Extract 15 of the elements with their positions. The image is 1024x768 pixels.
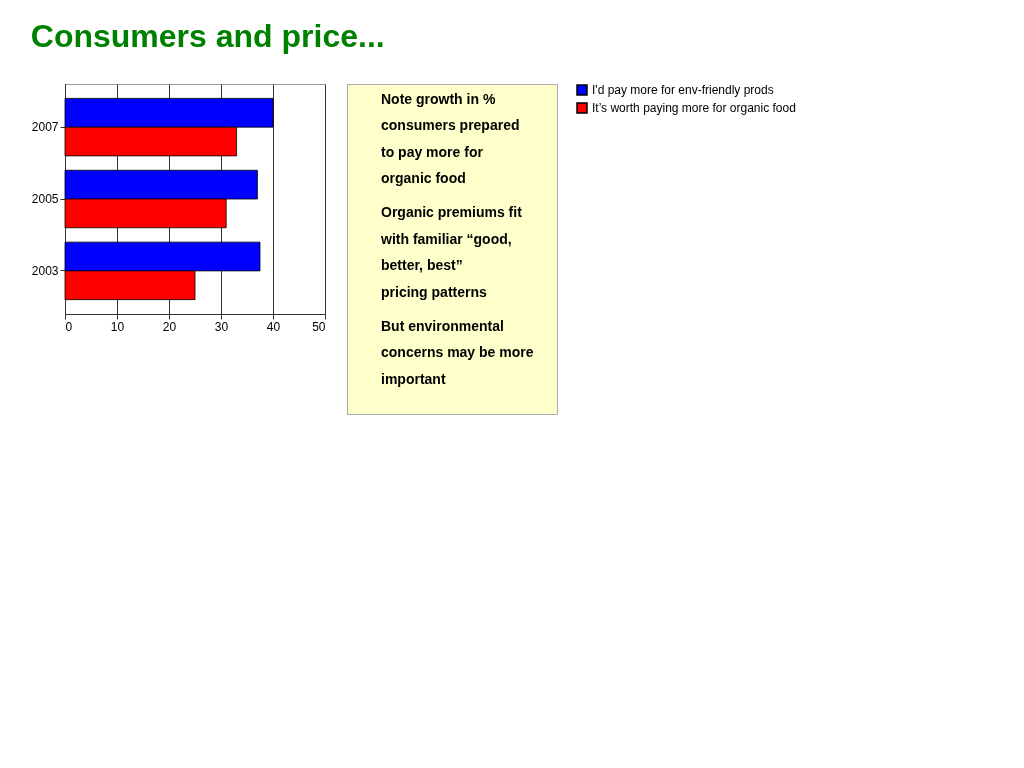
x-tick-label: 10	[110, 319, 125, 334]
legend-label: It’s worth paying more for organic food	[592, 101, 796, 115]
text: Organic premiums fit with familiar “good, better, best” pricing patterns	[380, 204, 523, 300]
legend-label: I'd pay more for env-friendly prods	[592, 83, 774, 97]
x-tick-label: 20	[162, 319, 177, 334]
x-tick-label: 50	[312, 319, 326, 334]
y-tick-label: 2005	[31, 192, 59, 206]
x-tick-label: 40	[266, 319, 281, 334]
text: Note growth in % consumers prepared to pay more for organic food	[381, 90, 520, 187]
y-tick-label: 2007	[31, 120, 59, 135]
x-tick-label: 30	[214, 319, 229, 334]
chart-title: Consumers and price...	[30, 17, 385, 54]
text: But environmental concerns may be more important	[381, 317, 534, 387]
y-tick-label: 2003	[31, 263, 59, 278]
x-tick-label: 0	[65, 319, 73, 334]
